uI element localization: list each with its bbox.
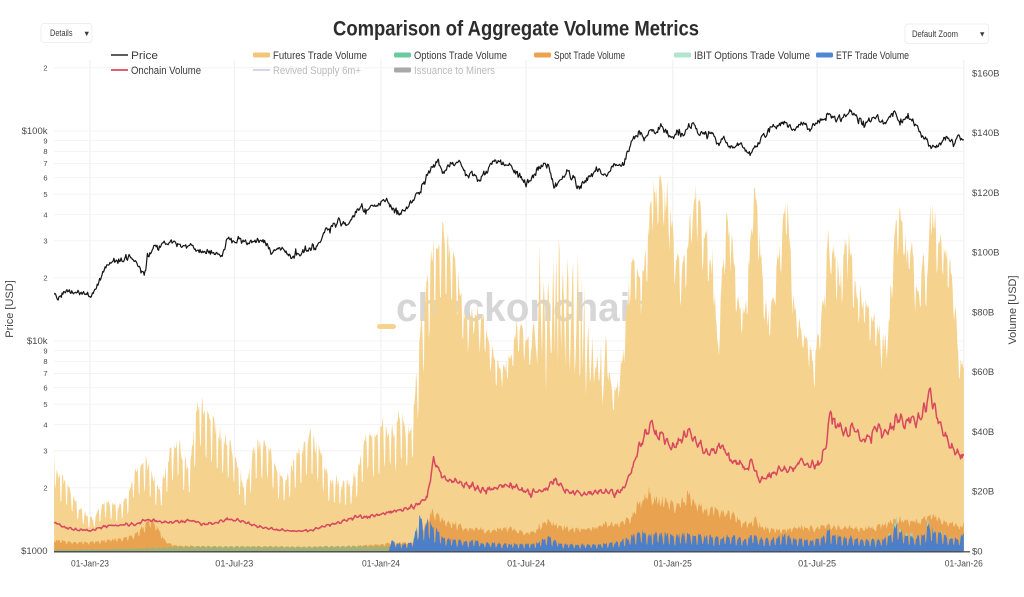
svg-text:5: 5 — [43, 400, 47, 409]
svg-text:ETF Trade Volume: ETF Trade Volume — [836, 50, 909, 62]
svg-text:$120B: $120B — [972, 188, 999, 199]
svg-text:Revived Supply 6m+: Revived Supply 6m+ — [273, 65, 361, 77]
svg-text:3: 3 — [43, 447, 47, 456]
svg-text:4: 4 — [43, 210, 47, 219]
svg-text:01-Jan-23: 01-Jan-23 — [71, 559, 109, 570]
svg-text:Spot Trade Volume: Spot Trade Volume — [554, 50, 625, 62]
svg-text:Default Zoom: Default Zoom — [912, 29, 958, 40]
svg-text:$10k: $10k — [27, 336, 48, 347]
svg-text:6: 6 — [43, 383, 47, 392]
svg-text:9: 9 — [43, 346, 47, 355]
svg-text:9: 9 — [43, 136, 47, 145]
svg-text:$100B: $100B — [972, 248, 999, 259]
svg-text:Options Trade Volume: Options Trade Volume — [414, 50, 507, 62]
svg-text:7: 7 — [43, 159, 47, 168]
svg-text:3: 3 — [43, 237, 47, 246]
svg-text:$40B: $40B — [972, 427, 994, 438]
svg-text:$20B: $20B — [972, 487, 994, 498]
svg-text:01-Jan-25: 01-Jan-25 — [654, 559, 692, 570]
svg-text:Futures Trade Volume: Futures Trade Volume — [273, 50, 367, 62]
svg-text:6: 6 — [43, 173, 47, 182]
svg-text:Price [USD]: Price [USD] — [4, 280, 16, 337]
svg-text:IBIT Options Trade Volume: IBIT Options Trade Volume — [694, 50, 810, 62]
svg-text:$0: $0 — [972, 546, 983, 557]
svg-text:Price: Price — [131, 50, 158, 62]
svg-text:8: 8 — [43, 357, 47, 366]
svg-text:01-Jul-24: 01-Jul-24 — [507, 559, 545, 570]
svg-text:$80B: $80B — [972, 307, 994, 318]
svg-text:$1000: $1000 — [21, 546, 47, 557]
svg-text:4: 4 — [43, 420, 47, 429]
svg-text:7: 7 — [43, 369, 47, 378]
svg-text:Volume [USD]: Volume [USD] — [1007, 275, 1019, 344]
svg-text:Onchain Volume: Onchain Volume — [131, 65, 201, 77]
svg-text:5: 5 — [43, 190, 47, 199]
svg-text:Comparison of Aggregate Volume: Comparison of Aggregate Volume Metrics — [333, 18, 699, 41]
svg-text:$160B: $160B — [972, 68, 999, 79]
svg-text:▼: ▼ — [979, 30, 986, 39]
svg-text:$60B: $60B — [972, 367, 994, 378]
svg-text:2: 2 — [43, 64, 47, 73]
svg-text:2: 2 — [43, 274, 47, 283]
svg-text:Details: Details — [50, 28, 73, 39]
svg-text:01-Jul-23: 01-Jul-23 — [215, 559, 253, 570]
svg-text:01-Jul-25: 01-Jul-25 — [798, 559, 836, 570]
svg-text:▼: ▼ — [83, 29, 90, 38]
svg-text:01-Jan-26: 01-Jan-26 — [945, 559, 983, 570]
svg-text:$140B: $140B — [972, 128, 999, 139]
svg-text:8: 8 — [43, 147, 47, 156]
svg-text:2: 2 — [43, 484, 47, 493]
svg-text:01-Jan-24: 01-Jan-24 — [362, 559, 400, 570]
svg-text:Issuance to Miners: Issuance to Miners — [414, 65, 495, 77]
svg-text:$100k: $100k — [22, 126, 48, 137]
